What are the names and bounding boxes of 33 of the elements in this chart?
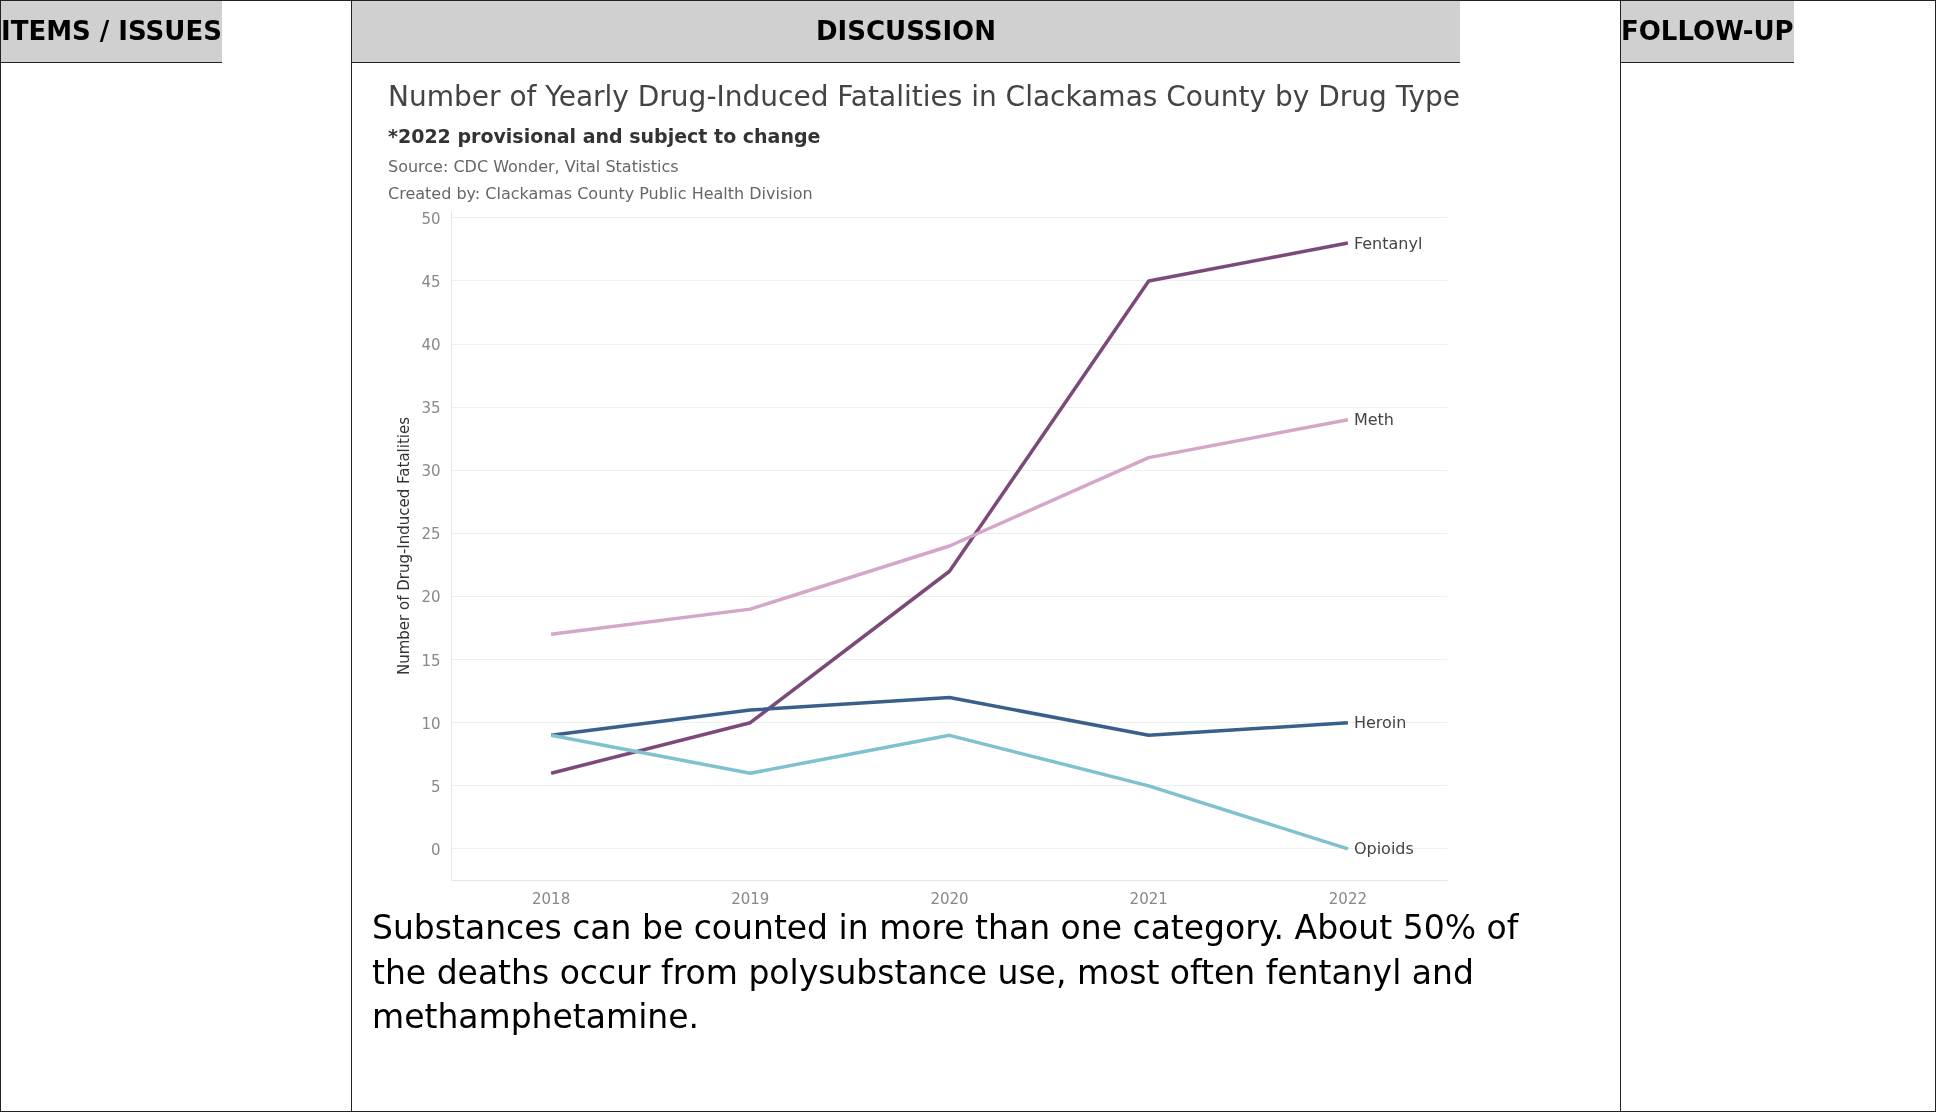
text: Substances can be counted in more than one category. About 50% of the deaths occur from polysubstance use, most often fentanyl and methamphetamine. [371,906,1520,1039]
y-tick-label: 10 [421,714,441,733]
x-tick-label: 2021 [1129,889,1168,908]
line-series [549,733,1350,851]
line-series [549,695,1350,738]
y-tick-label: 35 [421,399,441,418]
x-tick-label: 2019 [731,889,770,908]
series-label: Heroin [1353,713,1407,733]
series-label: Opioids [1353,839,1414,859]
y-tick-label: 45 [421,272,441,291]
text: Created by: Clackamas County Public Health Division [388,183,814,206]
series-label: Meth [1353,410,1394,430]
text: ITEMS / ISSUES [1,1,222,64]
chart-title: Number of Yearly Drug-Induced Fatalities in Clackamas County by Drug Type [388,79,1460,116]
y-tick-label: 0 [430,840,441,859]
y-tick-label: 30 [421,462,441,481]
y-tick-label: 40 [421,336,441,355]
series-label: Fentanyl [1353,233,1423,253]
y-tick-label: 25 [421,525,441,544]
text: FOLLOW-UP [1621,1,1794,64]
line-series [549,241,1350,775]
y-tick-label: 50 [421,209,441,228]
chart-subtitle: *2022 provisional and subject to change [388,124,822,150]
x-tick-label: 2020 [930,889,969,908]
x-tick-label: 2018 [532,889,571,908]
line-series [549,417,1350,637]
y-tick-label: 5 [430,777,441,796]
source-note: Source: CDC Wonder, Vital Statistics [388,156,680,179]
y-axis-title: Number of Drug-Induced Fatalities [395,416,414,676]
y-tick-label: 15 [421,651,441,670]
x-tick-label: 2022 [1328,889,1367,908]
text: DISCUSSION [352,1,1460,64]
y-tick-label: 20 [421,588,441,607]
